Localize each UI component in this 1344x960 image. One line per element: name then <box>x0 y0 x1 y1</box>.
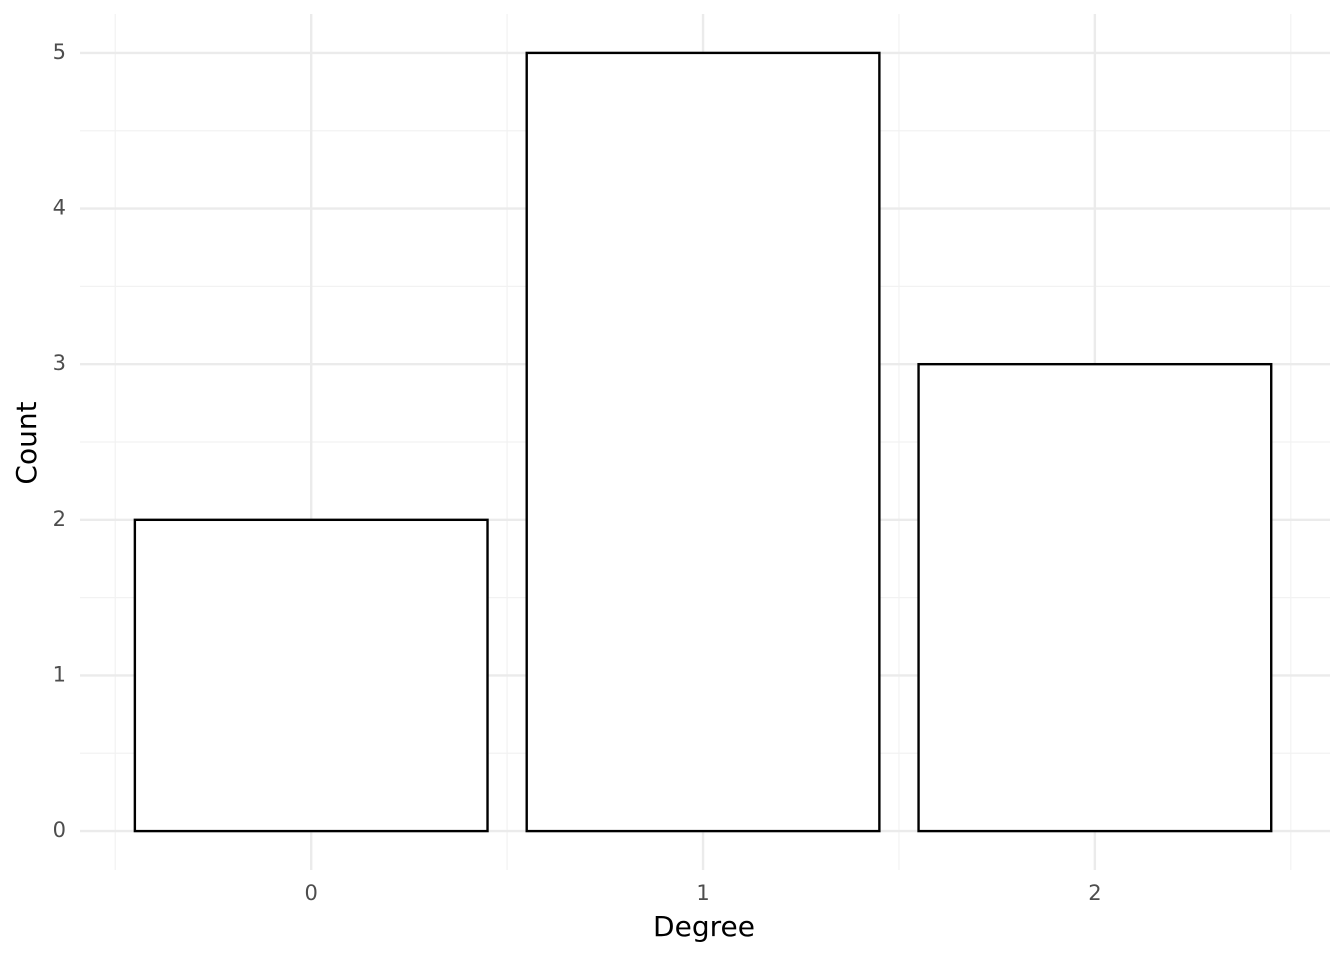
x-axis-title: Degree <box>653 910 755 943</box>
bar <box>133 518 489 833</box>
y-tick-label: 3 <box>53 351 66 375</box>
x-tick-label: 0 <box>305 881 318 905</box>
y-tick-label: 1 <box>53 662 66 686</box>
y-tick-label: 4 <box>53 196 66 220</box>
bar <box>917 362 1273 833</box>
x-tick-label: 1 <box>696 881 709 905</box>
x-tick-label: 2 <box>1088 881 1101 905</box>
y-axis-title: Count <box>10 401 43 484</box>
y-tick-label: 5 <box>53 40 66 64</box>
bar <box>525 51 881 833</box>
y-tick-label: 2 <box>53 507 66 531</box>
y-tick-label: 0 <box>53 818 66 842</box>
